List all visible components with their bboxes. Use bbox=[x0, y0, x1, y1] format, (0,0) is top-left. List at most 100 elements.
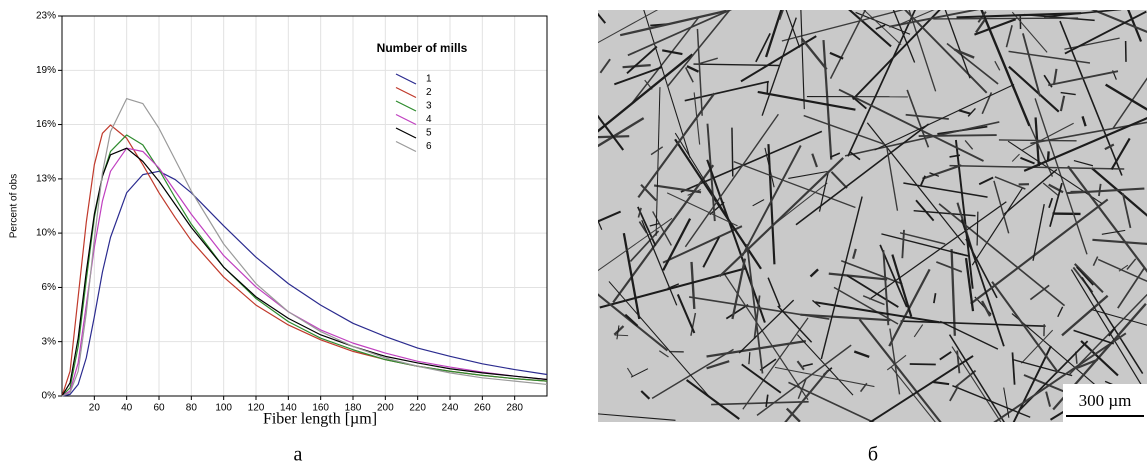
fiber bbox=[599, 58, 611, 74]
scale-bar-label: 300 µm bbox=[1079, 391, 1132, 410]
fiber bbox=[598, 10, 659, 44]
fiber bbox=[1121, 192, 1132, 229]
fiber bbox=[953, 48, 975, 59]
fiber bbox=[929, 172, 940, 177]
fiber bbox=[1098, 183, 1102, 197]
fiber bbox=[748, 352, 751, 365]
fiber bbox=[775, 182, 828, 224]
fiber bbox=[1064, 10, 1147, 55]
fiber bbox=[755, 33, 771, 63]
fiber bbox=[975, 19, 986, 34]
fiber bbox=[866, 122, 966, 246]
fiber bbox=[939, 351, 952, 361]
y-axis-label: Percent of obs bbox=[9, 174, 20, 238]
fiber bbox=[1076, 266, 1094, 286]
fiber bbox=[784, 369, 829, 422]
x-axis-label: Fiber length [µm] bbox=[263, 411, 377, 428]
fiber bbox=[844, 121, 1000, 157]
fiber bbox=[1045, 391, 1052, 407]
fiber bbox=[820, 196, 863, 360]
fiber bbox=[614, 66, 663, 86]
fiber bbox=[830, 171, 848, 189]
fiber bbox=[964, 258, 975, 312]
fiber bbox=[687, 188, 702, 196]
fiber bbox=[840, 260, 903, 285]
fiber bbox=[1042, 182, 1059, 197]
fiber bbox=[622, 63, 651, 69]
fiber bbox=[733, 161, 856, 209]
fiber bbox=[662, 225, 743, 264]
fiber bbox=[624, 313, 639, 327]
fiber bbox=[765, 394, 769, 407]
fiber bbox=[1108, 326, 1116, 337]
fiber bbox=[781, 10, 905, 42]
fiber bbox=[830, 152, 841, 158]
fiber bbox=[802, 363, 813, 367]
fiber bbox=[892, 10, 916, 63]
fiber bbox=[981, 300, 992, 317]
fiber bbox=[993, 332, 1127, 422]
fiber bbox=[1003, 387, 1010, 418]
fiber bbox=[637, 206, 657, 247]
fiber bbox=[858, 318, 942, 422]
fiber bbox=[833, 286, 899, 325]
fiber bbox=[1020, 156, 1035, 165]
fiber bbox=[906, 89, 930, 148]
fiber bbox=[1069, 293, 1147, 375]
fiber bbox=[637, 207, 642, 218]
y-tick-label: 6% bbox=[42, 282, 57, 293]
fiber bbox=[626, 367, 634, 377]
fiber bbox=[938, 203, 1066, 307]
legend-swatch bbox=[395, 100, 417, 112]
fiber bbox=[900, 10, 935, 25]
x-tick-label: 100 bbox=[215, 403, 232, 414]
fiber bbox=[598, 413, 676, 421]
fiber bbox=[699, 57, 718, 65]
fiber bbox=[795, 123, 930, 226]
fiber bbox=[1021, 329, 1054, 364]
fiber bbox=[1061, 294, 1109, 337]
fiber bbox=[1073, 160, 1094, 167]
fiber bbox=[685, 379, 740, 420]
fiber bbox=[667, 283, 680, 290]
fiber bbox=[814, 301, 940, 324]
fiber bbox=[960, 219, 1005, 347]
legend-swatch bbox=[395, 86, 417, 99]
fiber bbox=[637, 92, 716, 199]
fiber bbox=[598, 53, 694, 133]
x-tick-label: 80 bbox=[186, 403, 198, 414]
fiber bbox=[958, 109, 971, 115]
fiber bbox=[788, 381, 875, 422]
fiber bbox=[1092, 238, 1147, 245]
fiber bbox=[993, 180, 1010, 234]
fiber bbox=[903, 182, 988, 198]
fiber bbox=[1110, 137, 1131, 171]
fiber bbox=[630, 368, 649, 378]
y-tick-label: 0% bbox=[42, 391, 57, 402]
fiber bbox=[1127, 10, 1143, 42]
fiber bbox=[684, 113, 779, 248]
fiber bbox=[690, 261, 696, 310]
fiber bbox=[693, 63, 780, 67]
fiber bbox=[1029, 284, 1050, 301]
fiber bbox=[980, 10, 1031, 127]
fiber bbox=[971, 187, 1023, 266]
fiber bbox=[688, 296, 830, 320]
fiber bbox=[1117, 267, 1146, 309]
fiber bbox=[919, 175, 926, 187]
y-tick-label: 10% bbox=[36, 228, 56, 239]
fiber bbox=[848, 10, 892, 48]
fiber bbox=[939, 320, 999, 350]
fiber bbox=[702, 236, 721, 268]
line-series bbox=[61, 170, 548, 397]
fiber bbox=[956, 350, 961, 374]
x-tick-label: 40 bbox=[121, 403, 133, 414]
fiber bbox=[740, 35, 817, 83]
fiber bbox=[1052, 68, 1058, 85]
x-tick-label: 260 bbox=[474, 403, 491, 414]
y-tick-label: 16% bbox=[36, 119, 56, 130]
fiber bbox=[598, 210, 622, 223]
fiber bbox=[774, 366, 875, 388]
fiber bbox=[662, 49, 683, 56]
fiber bbox=[850, 95, 867, 110]
